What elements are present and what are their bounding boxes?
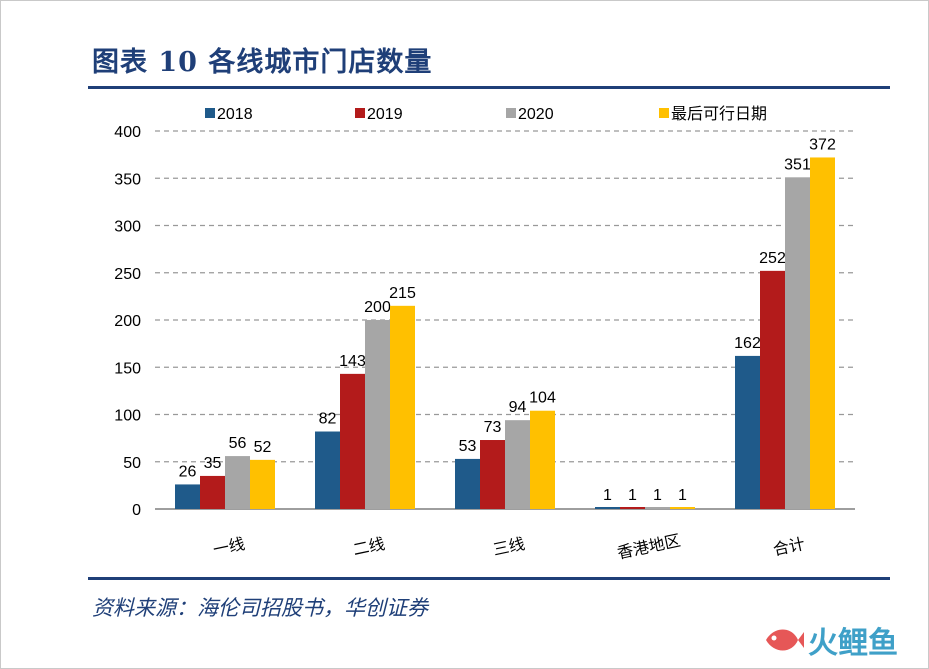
legend-label: 最后可行日期: [671, 105, 767, 123]
bar: [315, 431, 340, 509]
bar: [785, 177, 810, 509]
data-label: 82: [319, 411, 337, 428]
data-label: 73: [484, 419, 502, 436]
x-tick-label: 香港地区: [616, 532, 682, 563]
data-label: 372: [809, 136, 836, 153]
source-rule: [88, 577, 890, 580]
data-label: 94: [509, 399, 527, 416]
bar: [735, 355, 760, 509]
source-note: 资料来源：海伦司招股书，华创证券: [92, 596, 428, 620]
bar: [225, 456, 250, 509]
data-label: 351: [784, 156, 811, 173]
bar: [175, 484, 200, 509]
data-label: 252: [759, 250, 786, 267]
bar: [620, 507, 645, 509]
y-tick-label: 150: [114, 360, 141, 377]
y-tick-label: 100: [114, 408, 141, 425]
x-tick-label: 一线: [211, 535, 246, 559]
legend-label: 2020: [518, 106, 554, 123]
bar: [530, 410, 555, 509]
y-tick-label: 300: [114, 219, 141, 236]
x-tick-label: 二线: [351, 535, 386, 559]
legend-swatch: [659, 108, 669, 118]
data-label: 53: [459, 438, 477, 455]
fish-logo-icon: [766, 629, 804, 651]
legend-label: 2018: [217, 106, 253, 123]
data-label: 200: [364, 299, 391, 316]
legend-swatch: [506, 108, 516, 118]
bar: [340, 373, 365, 509]
bar: [200, 475, 225, 509]
bar: [505, 420, 530, 509]
data-label: 35: [204, 455, 222, 472]
y-tick-label: 200: [114, 313, 141, 330]
bar: [670, 507, 695, 509]
bar: [595, 507, 620, 509]
data-label: 1: [678, 487, 687, 504]
bar: [645, 507, 670, 509]
legend-label: 2019: [367, 106, 403, 123]
bar: [480, 440, 505, 509]
data-label: 56: [229, 435, 247, 452]
data-label: 52: [254, 439, 272, 456]
bar: [810, 157, 835, 509]
bar: [365, 320, 390, 509]
x-tick-label: 三线: [491, 535, 526, 559]
watermark-text: 火鲤鱼: [808, 626, 898, 661]
data-label: 26: [179, 463, 197, 480]
data-label: 1: [653, 487, 662, 504]
y-tick-label: 350: [114, 171, 141, 188]
data-label: 1: [603, 487, 612, 504]
figure-title: 图表 10 各线城市门店数量: [92, 47, 433, 78]
y-tick-label: 400: [114, 124, 141, 141]
legend-swatch: [355, 108, 365, 118]
data-label: 162: [734, 335, 761, 352]
bar: [455, 458, 480, 509]
data-label: 143: [339, 353, 366, 370]
bar: [760, 270, 785, 509]
y-tick-label: 250: [114, 266, 141, 283]
title-rule: [88, 86, 890, 89]
data-label: 104: [529, 390, 556, 407]
data-label: 215: [389, 285, 416, 302]
y-tick-label: 50: [123, 455, 141, 472]
y-tick-label: 0: [132, 502, 141, 519]
bar: [390, 305, 415, 509]
watermark-logo: 火鲤鱼: [762, 618, 898, 662]
data-label: 1: [628, 487, 637, 504]
x-tick-label: 合计: [771, 535, 806, 559]
legend-swatch: [205, 108, 215, 118]
bar: [250, 459, 275, 509]
